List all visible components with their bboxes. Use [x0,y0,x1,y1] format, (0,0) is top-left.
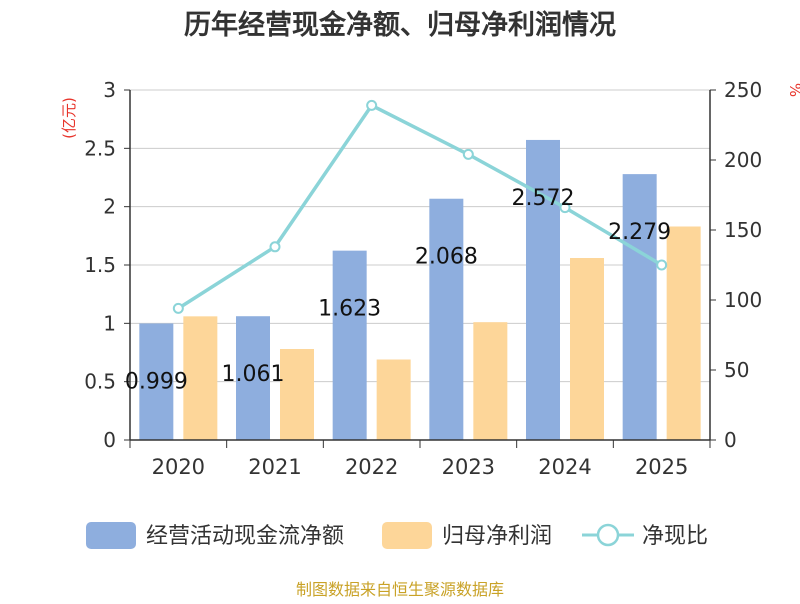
cash-flow-data-label: 2.068 [415,245,478,270]
x-tick-label: 2023 [442,455,495,479]
legend-label-cash-flow: 经营活动现金流净额 [146,524,344,549]
cash-flow-data-label: 2.279 [608,220,671,245]
right-tick-label: 250 [724,78,762,102]
legend-swatch-cash-flow [86,522,136,549]
cash-flow-bar [332,250,367,440]
cash-flow-bar [622,174,657,440]
x-tick-label: 2020 [152,455,205,479]
right-tick-label: 50 [724,358,749,382]
ratio-line-point [172,302,184,314]
net-profit-bar [473,322,508,440]
legend: 经营活动现金流净额 归母净利润 净现比 [86,522,708,549]
cash-flow-bar [429,198,464,440]
ratio-line-point [656,259,668,271]
right-tick-label: 200 [724,148,762,172]
source-note: 制图数据来自恒生聚源数据库 [296,580,504,599]
right-tick-label: 100 [724,288,762,312]
left-tick-label: 0.5 [84,370,116,394]
ratio-line-point [366,99,378,111]
ratio-line-path [177,103,663,310]
right-tick-label: 0 [724,428,737,452]
left-tick-label: 0 [103,428,116,452]
cash-flow-bar [236,316,270,440]
ratio-line [172,99,668,314]
net-profit-bar [183,316,218,440]
chart-title: 历年经营现金净额、归母净利润情况 [184,9,616,41]
left-tick-label: 1 [103,311,116,335]
ratio-line-point [269,241,281,253]
x-tick-label: 2024 [538,455,591,479]
cash-flow-bar [139,323,174,440]
net-profit-bar [280,349,314,440]
net-profit-bar [376,359,411,440]
right-axis-label: % [786,83,800,97]
left-tick-label: 1.5 [84,253,116,277]
cash-flow-data-label: 1.623 [318,297,381,322]
legend-label-net-profit: 归母净利润 [442,524,552,549]
axes: 0 0.5 1 1.5 2 2.5 3 0 50 100 150 200 250 2020 2021 2022… [84,78,762,479]
data-labels: 0.999 1.061 1.623 2.068 2.572 2.279 [125,186,671,395]
left-axis-label: (亿元) [60,97,78,139]
ratio-line-point [462,148,474,160]
left-tick-label: 2 [103,195,116,219]
legend-label-ratio: 净现比 [642,524,708,549]
x-tick-label: 2025 [635,455,688,479]
grid-lines [130,89,710,383]
legend-marker-ratio [596,523,620,547]
left-tick-label: 3 [103,78,116,102]
cash-flow-data-label: 0.999 [125,369,188,394]
cash-flow-data-label: 1.061 [222,362,285,387]
left-tick-label: 2.5 [84,136,116,160]
x-tick-label: 2021 [248,455,301,479]
net-profit-bar [666,226,701,440]
right-tick-label: 150 [724,218,762,242]
cash-flow-data-label: 2.572 [512,186,575,211]
bars [139,139,701,440]
x-tick-label: 2022 [345,455,398,479]
net-profit-bar [570,258,604,440]
ratio-line-point [559,202,571,214]
legend-swatch-net-profit [382,522,432,549]
